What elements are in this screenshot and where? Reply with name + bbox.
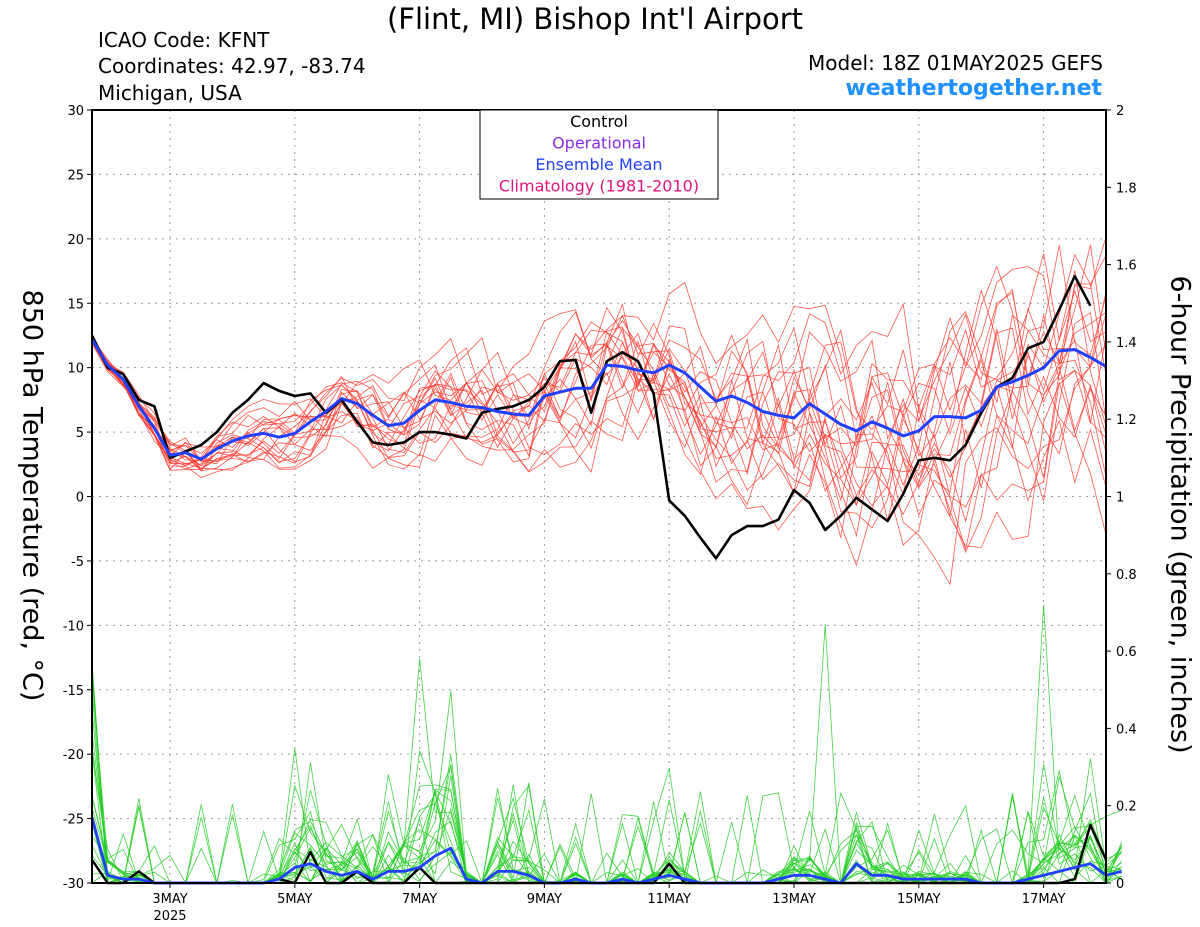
- legend: Control Operational Ensemble Mean Climatolo…: [479, 109, 719, 200]
- y-tick-label-right: 0.8: [1116, 568, 1137, 583]
- y-tick-label-right: 0.4: [1116, 722, 1137, 737]
- y-tick-label-left: -15: [63, 684, 84, 699]
- y-tick-label-left: -30: [63, 877, 84, 892]
- y-tick-label-left: -25: [63, 813, 84, 828]
- member-precip-line: [91, 750, 1122, 884]
- member-temp-line: [91, 281, 1107, 470]
- y-tick-label-right: 1.8: [1116, 181, 1137, 196]
- x-tick-label: 11MAY: [647, 892, 691, 907]
- y-tick-label-right: 2: [1116, 104, 1124, 119]
- member-precip-line: [91, 658, 1122, 884]
- legend-box: [479, 109, 719, 200]
- member-precip-line: [91, 604, 1122, 884]
- y-tick-label-right: 0.6: [1116, 645, 1137, 660]
- member-temp-line: [91, 270, 1107, 478]
- legend-ensemble-mean: Ensemble Mean: [535, 155, 662, 174]
- ensemble-mean-temp-line: [90, 338, 1107, 461]
- member-precip-line: [91, 776, 1122, 884]
- y-tick-label-left: 15: [67, 297, 84, 312]
- member-temp-line: [91, 320, 1107, 521]
- member-temp-line: [91, 311, 1107, 538]
- y-tick-label-left: 25: [67, 168, 84, 183]
- member-temp-line: [91, 337, 1107, 586]
- y-tick-label-left: -10: [63, 619, 84, 634]
- control-temp-line: [90, 274, 1092, 560]
- member-temp-line: [91, 310, 1107, 491]
- member-precip-line: [91, 661, 1122, 884]
- member-precip-line: [91, 671, 1122, 885]
- member-temp-line: [91, 321, 1107, 506]
- member-temp-line: [91, 244, 1107, 471]
- member-precip-line: [91, 758, 1122, 885]
- x-tick-label: 17MAY: [1022, 892, 1066, 907]
- member-precip-line: [91, 732, 1122, 884]
- y-tick-label-right: 0: [1116, 877, 1124, 892]
- y-tick-label-left: 10: [67, 362, 84, 377]
- y-tick-label-left: 0: [76, 491, 84, 506]
- member-temp-line: [91, 265, 1107, 507]
- x-tick-label: 13MAY: [772, 892, 816, 907]
- member-precip-line: [91, 710, 1122, 884]
- x-tick-label: 5MAY: [277, 892, 312, 907]
- member-temp-line: [91, 313, 1107, 482]
- x-tick-label: 7MAY: [402, 892, 437, 907]
- axes-ticks: 302520151050-5-10-15-20-25-3021.81.61.41…: [63, 104, 1137, 924]
- x-tick-label: 9MAY: [527, 892, 562, 907]
- legend-operational: Operational: [552, 134, 646, 153]
- y-tick-label-left: -20: [63, 748, 84, 763]
- y-tick-label-left: 30: [67, 104, 84, 119]
- member-temp-line: [91, 322, 1107, 567]
- y-tick-label-left: -5: [71, 555, 84, 570]
- coordinates: Coordinates: 42.97, -83.74: [98, 54, 366, 78]
- x-tick-year: 2025: [153, 909, 186, 924]
- member-temp-line: [91, 253, 1107, 546]
- y-tick-label-right: 1.6: [1116, 259, 1137, 274]
- y-tick-label-left: 5: [76, 426, 84, 441]
- ensemble-members: [91, 236, 1122, 885]
- y-tick-label-left: 20: [67, 233, 84, 248]
- member-precip-line: [91, 665, 1122, 885]
- x-tick-label: 15MAY: [897, 892, 941, 907]
- member-temp-line: [91, 315, 1107, 531]
- region: Michigan, USA: [98, 81, 242, 105]
- x-tick-label: 3MAY: [152, 892, 187, 907]
- member-precip-line: [91, 623, 1122, 884]
- chart-title: (Flint, MI) Bishop Int'l Airport: [386, 2, 804, 36]
- member-precip-line: [91, 782, 1122, 885]
- legend-climatology: Climatology (1981-2010): [499, 177, 699, 196]
- member-precip-line: [91, 751, 1122, 884]
- member-precip-line: [91, 690, 1122, 884]
- y-tick-label-right: 1.4: [1116, 336, 1137, 351]
- model-run: Model: 18Z 01MAY2025 GEFS: [808, 51, 1103, 75]
- y-tick-label-right: 1.2: [1116, 413, 1137, 428]
- legend-control: Control: [570, 112, 628, 131]
- member-temp-line: [91, 245, 1107, 550]
- member-precip-line: [91, 689, 1122, 885]
- y-tick-label-right: 1: [1116, 491, 1124, 506]
- y-tick-label-right: 0.2: [1116, 800, 1137, 815]
- member-temp-line: [91, 312, 1107, 523]
- site-link[interactable]: weathertogether.net: [845, 76, 1102, 101]
- member-precip-line: [91, 750, 1122, 884]
- icao-code: ICAO Code: KFNT: [98, 28, 270, 52]
- member-temp-line: [91, 253, 1107, 468]
